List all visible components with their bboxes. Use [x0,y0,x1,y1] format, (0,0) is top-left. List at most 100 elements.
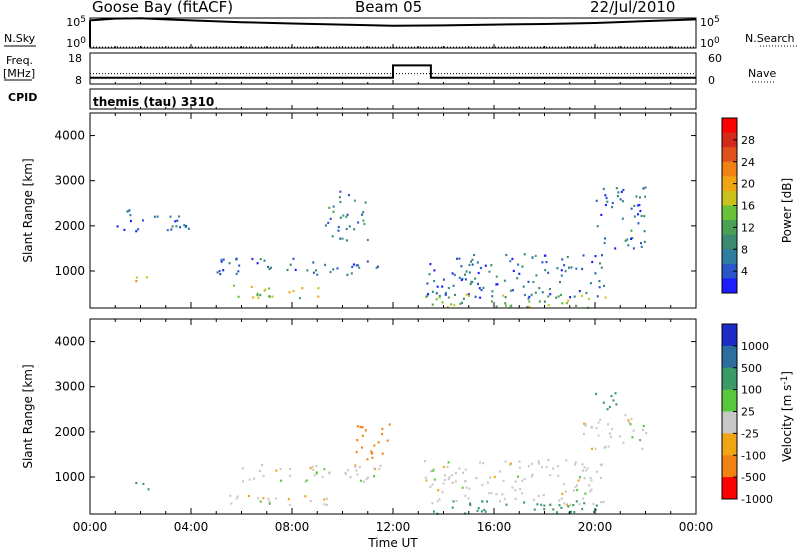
power-scatter-cell [620,190,623,193]
power-scatter-cell [445,291,447,295]
power-scatter-cell [251,257,254,261]
velocity-scatter-cell [597,434,600,437]
velocity-scatter-cell [447,477,450,481]
power-scatter-cell [465,270,468,273]
velocity-scatter-cell [595,392,598,396]
velocity-scatter-cell [589,490,592,493]
power-scatter-cell [585,292,588,295]
power-colorbar-swatch [722,220,737,236]
velocity-scatter-cell [354,465,357,468]
power-scatter-cell [480,289,483,292]
power-scatter-cell [611,201,614,205]
power-colorbar-label: Power [dB] [780,178,794,243]
velocity-scatter-cell [639,439,642,442]
power-scatter-cell [564,270,567,273]
velocity-plot-area [90,319,696,514]
velocity-scatter-cell [606,408,609,411]
velocity-scatter-cell [253,477,255,480]
velocity-colorbar-swatch [722,455,737,478]
power-scatter-cell [316,273,319,276]
freq-axis-unit: [MHz] [3,67,35,80]
velocity-scatter-cell [262,474,265,477]
power-colorbar-tick-label: 24 [741,156,755,169]
velocity-scatter-cell [424,476,427,479]
velocity-scatter-cell [533,508,536,511]
power-scatter-cell [454,293,456,296]
power-scatter-cell [331,235,334,238]
power-scatter-cell [502,294,505,297]
velocity-scatter-cell [514,480,517,483]
power-scatter-cell [268,287,271,290]
power-scatter-cell [153,215,156,218]
velocity-scatter-cell [462,471,464,474]
velocity-scatter-cell [590,488,593,491]
power-scatter-cell [521,265,524,268]
velocity-scatter-cell [443,478,446,481]
velocity-scatter-cell [355,469,358,472]
freq-tick-bottom: 8 [75,74,82,87]
power-scatter-cell [603,284,605,287]
velocity-scatter-cell [521,479,524,482]
velocity-scatter-cell [309,500,312,503]
power-scatter-cell [166,229,169,232]
power-scatter-cell [598,286,601,289]
velocity-scatter-cell [381,433,384,436]
power-scatter-cell [312,271,315,274]
velocity-scatter-cell [601,463,603,466]
power-scatter-cell [491,290,494,293]
power-scatter-cell [504,296,507,299]
power-scatter-cell [635,195,638,198]
power-scatter-cell [567,299,570,302]
power-scatter-cell [337,229,340,232]
velocity-colorbar-swatch [722,389,737,412]
velocity-scatter-cell [262,497,265,500]
velocity-colorbar-swatch [722,477,737,500]
power-scatter-cell [587,297,590,300]
power-scatter-cell [352,263,355,266]
power-scatter-cell [569,296,572,299]
power-scatter-cell [462,297,465,300]
velocity-scatter-cell [573,489,575,492]
velocity-scatter-cell [481,483,484,487]
power-scatter-cell [356,264,359,267]
power-scatter-cell [259,294,262,297]
velocity-scatter-cell [518,466,521,469]
power-scatter-cell [222,258,225,261]
power-scatter-cell [332,205,335,208]
power-scatter-cell [447,296,450,299]
velocity-scatter-cell [325,497,328,500]
power-scatter-cell [626,238,629,241]
velocity-scatter-cell [610,435,612,439]
power-scatter-cell [560,274,563,277]
velocity-scatter-cell [523,478,526,481]
power-scatter-cell [218,270,221,273]
velocity-scatter-cell [469,503,472,507]
time-tick-label: 04:00 [174,520,209,534]
velocity-scatter-cell [564,490,567,493]
velocity-scatter-cell [583,502,586,505]
velocity-scatter-cell [510,462,512,465]
velocity-scatter-cell [484,510,487,513]
power-scatter-cell [129,219,132,223]
time-tick-label: 00:00 [679,520,714,534]
velocity-scatter-cell [388,423,391,426]
velocity-scatter-cell [366,458,369,461]
power-scatter-cell [581,267,584,270]
power-scatter-cell [237,295,240,298]
power-scatter-cell [336,267,339,270]
velocity-scatter-cell [356,473,359,476]
velocity-ytick-label: 1000 [54,470,85,484]
velocity-scatter-cell [579,476,581,479]
velocity-colorbar-label: Velocity [m s-1] [780,371,794,462]
power-scatter-cell [495,275,498,278]
nave-axis-label: Nave [748,67,776,80]
velocity-scatter-cell [590,426,593,429]
velocity-scatter-cell [645,432,648,435]
n-sky-line [89,17,697,27]
velocity-scatter-cell [499,500,501,503]
power-scatter-cell [460,265,463,268]
power-scatter-cell [355,264,358,267]
power-scatter-cell [631,237,634,240]
velocity-scatter-cell [557,465,559,468]
power-scatter-cell [444,293,447,296]
